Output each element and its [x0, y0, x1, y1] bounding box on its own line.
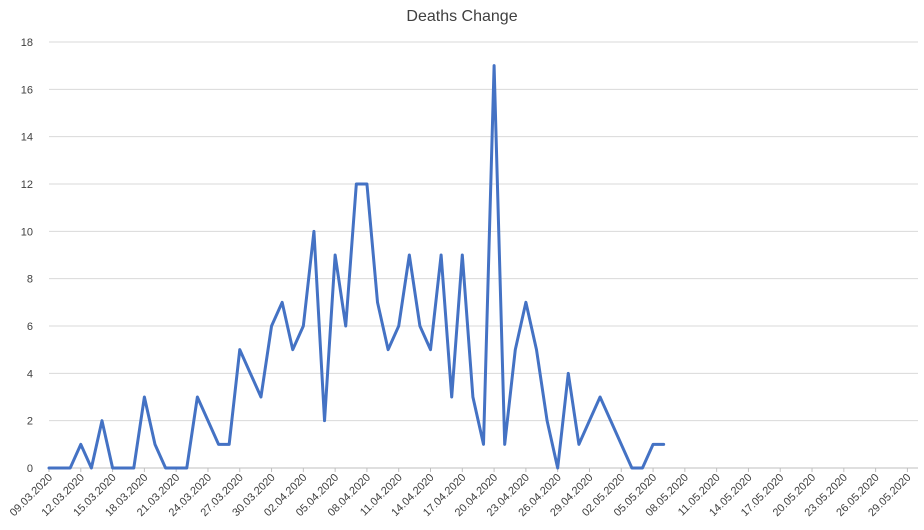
data-point: [376, 301, 379, 304]
data-point: [196, 396, 199, 398]
data-point: [270, 325, 273, 327]
data-point: [355, 183, 358, 185]
data-point: [429, 348, 432, 351]
data-point: [577, 443, 580, 446]
y-tick-label: 12: [21, 179, 33, 191]
data-point: [641, 467, 644, 469]
y-axis-tick-labels: 0 2 4 6 8 10 12 14 16 18: [21, 37, 33, 475]
data-point: [185, 467, 188, 469]
data-point: [344, 325, 347, 327]
data-point: [122, 467, 125, 469]
data-point: [609, 419, 612, 422]
data-point: [291, 348, 294, 351]
data-point: [514, 348, 517, 351]
data-point: [461, 254, 464, 256]
series-layer: [47, 64, 666, 470]
data-point: [493, 64, 496, 67]
data-point: [620, 443, 623, 446]
data-point: [450, 396, 453, 398]
data-point: [408, 254, 411, 256]
data-point: [440, 254, 443, 256]
x-axis-tick-labels: 09.03.202012.03.202015.03.202018.03.2020…: [8, 468, 914, 519]
data-point: [397, 325, 400, 327]
data-point: [418, 325, 421, 327]
data-point: [471, 396, 474, 398]
data-point: [132, 467, 135, 469]
data-point: [556, 467, 559, 469]
data-point: [143, 396, 146, 398]
y-tick-label: 18: [21, 37, 33, 49]
data-point: [281, 301, 284, 304]
chart-title: Deaths Change: [406, 8, 517, 25]
data-point: [206, 419, 209, 422]
data-point: [503, 443, 506, 446]
data-point: [302, 325, 305, 327]
y-tick-label: 2: [27, 416, 33, 428]
data-point: [334, 254, 337, 256]
y-tick-label: 10: [21, 226, 33, 238]
y-tick-label: 8: [27, 274, 33, 286]
data-point: [48, 467, 50, 469]
data-point: [599, 396, 602, 398]
data-point: [652, 443, 655, 446]
data-point: [249, 372, 252, 375]
data-point: [90, 467, 93, 469]
y-tick-label: 16: [21, 84, 33, 96]
data-point: [153, 443, 156, 446]
data-point: [567, 372, 570, 375]
data-point: [228, 443, 231, 446]
data-point: [524, 301, 527, 304]
data-point: [217, 443, 220, 446]
data-point: [588, 419, 591, 422]
data-point: [482, 443, 485, 446]
data-point: [662, 443, 665, 446]
data-point: [630, 467, 633, 469]
y-tick-label: 0: [27, 463, 33, 475]
data-point: [175, 467, 178, 469]
data-point: [535, 348, 538, 351]
y-tick-label: 6: [27, 321, 33, 333]
data-point: [79, 443, 82, 446]
data-point: [259, 396, 262, 398]
data-point: [387, 348, 390, 351]
data-point: [365, 183, 368, 185]
data-point: [58, 467, 61, 469]
y-tick-label: 4: [27, 368, 33, 380]
data-point: [546, 419, 549, 422]
series-line: [47, 64, 666, 470]
data-point: [69, 467, 72, 469]
y-tick-label: 14: [21, 132, 33, 144]
data-point: [164, 467, 167, 469]
data-point: [312, 230, 315, 233]
data-point: [323, 419, 326, 422]
data-point: [111, 467, 114, 469]
data-point: [100, 419, 103, 422]
data-point: [238, 348, 241, 351]
